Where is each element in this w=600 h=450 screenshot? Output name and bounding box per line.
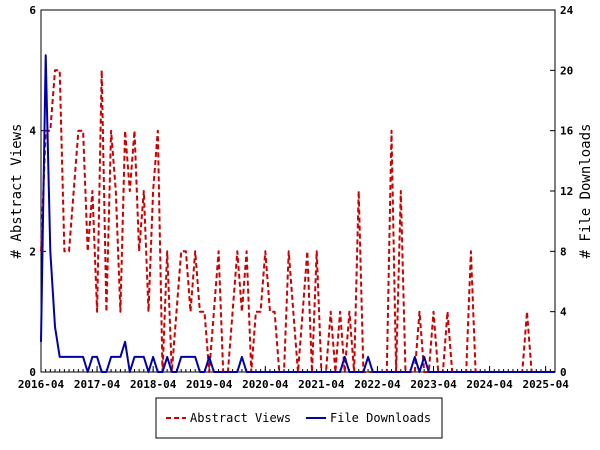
x-tick-label: 2025-04 [522,378,569,391]
x-tick-label: 2017-04 [74,378,121,391]
legend-label-file-downloads: File Downloads [330,411,431,425]
y-axis-title-right: # File Downloads [578,124,594,259]
x-tick-label: 2018-04 [130,378,177,391]
x-tick-label: 2023-04 [410,378,457,391]
y-right-tick-label: 12 [560,185,573,198]
series-line-file-downloads [40,54,555,373]
y-axis-title-left: # Abstract Views [9,124,25,259]
series-lines [40,54,555,373]
axis-ticks: 2016-04 2017-04 2018-04 2019-04 2020-04 2021-… [18,4,574,391]
y-left-tick-label: 4 [29,125,36,138]
y-right-tick-label: 4 [560,306,567,319]
y-left-tick-label: 6 [29,4,36,17]
y-right-tick-label: 0 [560,366,567,379]
x-tick-label: 2022-04 [354,378,401,391]
legend: Abstract Views File Downloads [155,397,443,439]
plot-frame [40,9,556,373]
x-tick-label: 2019-04 [186,378,233,391]
y-left-tick-label: 0 [29,366,36,379]
y-right-tick-label: 16 [560,125,574,138]
y-right-tick-label: 24 [560,4,574,17]
legend-label-abstract-views: Abstract Views [190,411,291,425]
x-tick-label: 2021-04 [298,378,345,391]
series-line-abstract-views [40,69,555,373]
legend-box [155,397,443,439]
x-tick-label: 2016-04 [18,378,65,391]
y-right-tick-label: 8 [560,245,567,258]
x-tick-label: 2024-04 [466,378,513,391]
x-tick-label: 2020-04 [242,378,289,391]
y-left-tick-label: 2 [29,245,36,258]
y-right-tick-label: 20 [560,64,573,77]
